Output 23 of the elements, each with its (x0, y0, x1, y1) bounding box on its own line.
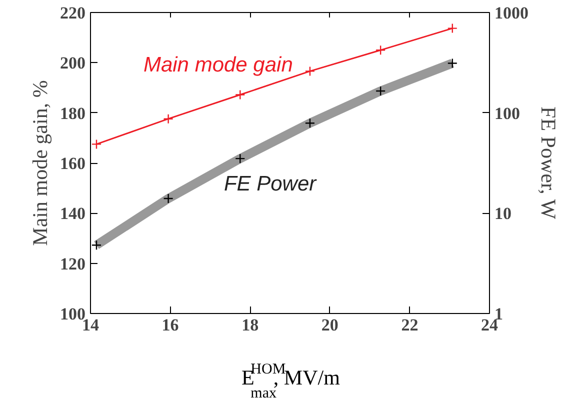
x-tick-label: 18 (242, 316, 259, 334)
series-label: Main mode gain (143, 54, 293, 77)
point (304, 66, 316, 76)
x-tick-label: 22 (401, 316, 418, 334)
x-tick-label: 20 (321, 316, 338, 334)
y2-axis-title: FE Power, W (536, 106, 560, 220)
point (91, 139, 102, 150)
point (163, 114, 174, 124)
point (447, 23, 458, 34)
y-axis-title: Main mode gain, % (28, 80, 52, 246)
x-tick-label: 16 (162, 316, 179, 334)
point (375, 45, 386, 56)
y-tick-label: 120 (60, 254, 86, 274)
y-tick-label: 200 (60, 54, 86, 73)
y2-tick-label: 100 (494, 104, 520, 123)
point (235, 90, 246, 100)
series-label: FE Power (224, 172, 318, 196)
y-tick-label: 140 (60, 204, 86, 224)
y2-tick-label: 10 (494, 204, 512, 224)
y-tick-label: 180 (60, 104, 86, 123)
y2-tick-label: 1000 (494, 4, 528, 22)
y-tick-label: 160 (60, 154, 86, 173)
y-tick-label: 220 (60, 4, 86, 22)
